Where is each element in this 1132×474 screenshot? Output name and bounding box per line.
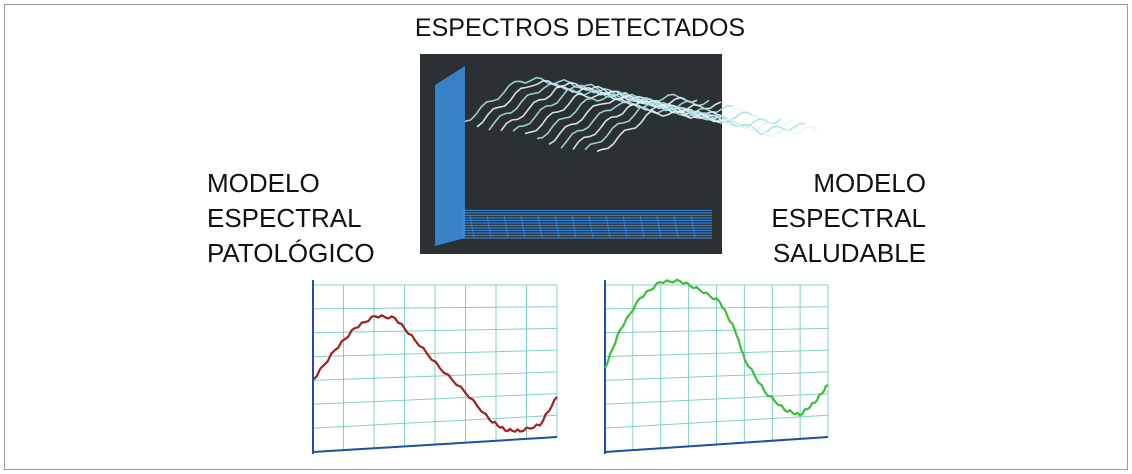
blue-panel — [435, 66, 465, 246]
healthy-chart — [605, 280, 828, 454]
label-line: ESPECTRAL — [207, 201, 375, 236]
label-line: ESPECTRAL — [700, 201, 926, 236]
label-line: MODELO — [700, 166, 926, 201]
label-line: SALUDABLE — [700, 236, 926, 271]
label-line: MODELO — [207, 166, 375, 201]
title: ESPECTROS DETECTADOS — [0, 14, 1132, 43]
figure: ESPECTROS DETECTADOS MODELOESPECTRALPATO… — [0, 0, 1132, 474]
illustration — [0, 0, 1132, 474]
label-line: PATOLÓGICO — [207, 236, 375, 271]
pathologic-chart — [313, 280, 557, 454]
